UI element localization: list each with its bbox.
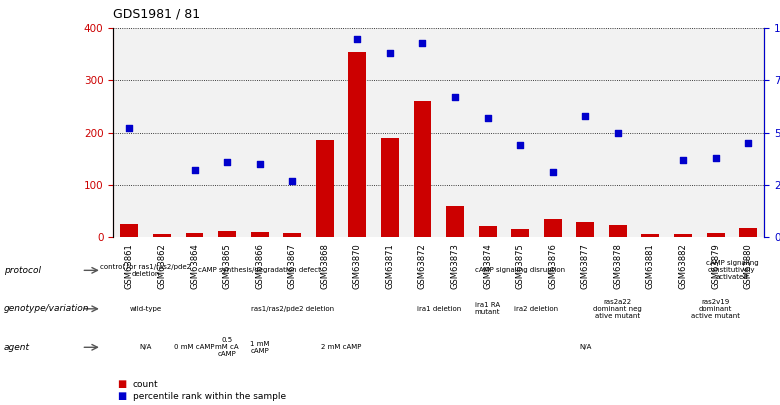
Text: ■: ■ (117, 391, 126, 401)
Text: ira1 RA
mutant: ira1 RA mutant (475, 302, 500, 315)
Bar (641, 234, 659, 237)
Point (514, 142, 526, 148)
Text: count: count (133, 380, 158, 389)
Text: 2 mM cAMP: 2 mM cAMP (321, 344, 361, 350)
Bar (316, 141, 334, 237)
Text: ras2v19
dominant
active mutant: ras2v19 dominant active mutant (691, 299, 740, 319)
Point (351, 36, 363, 42)
Point (417, 40, 429, 46)
Bar (674, 234, 692, 237)
Text: ras1/ras2/pde2 deletion: ras1/ras2/pde2 deletion (250, 306, 334, 312)
Bar (739, 228, 757, 237)
Text: 1 mM
cAMP: 1 mM cAMP (250, 341, 269, 354)
Bar (283, 233, 301, 237)
Bar (576, 222, 594, 237)
Bar (153, 234, 171, 237)
Bar (479, 226, 497, 237)
Point (612, 130, 624, 136)
Text: N/A: N/A (140, 344, 152, 350)
Point (742, 140, 754, 146)
Bar (609, 226, 627, 237)
Text: 0.5
mM cA
cAMP: 0.5 mM cA cAMP (215, 337, 239, 357)
Point (547, 169, 559, 175)
Point (254, 161, 266, 167)
Bar (511, 229, 529, 237)
Text: control for ras1/ras2/pde2
deletion: control for ras1/ras2/pde2 deletion (100, 264, 191, 277)
Point (709, 154, 722, 161)
Bar (218, 231, 236, 237)
Point (221, 159, 233, 165)
Point (677, 156, 690, 163)
Point (384, 50, 396, 57)
Point (579, 113, 591, 119)
Point (448, 94, 461, 100)
Bar (413, 101, 431, 237)
Bar (544, 219, 562, 237)
Text: ras2a22
dominant neg
ative mutant: ras2a22 dominant neg ative mutant (594, 299, 642, 319)
Bar (186, 233, 204, 237)
Text: cAMP signaling
constitutively
activated: cAMP signaling constitutively activated (706, 260, 758, 280)
Point (123, 125, 136, 132)
Text: genotype/variation: genotype/variation (4, 304, 90, 313)
Text: ■: ■ (117, 379, 126, 389)
Point (286, 177, 299, 184)
Bar (707, 233, 725, 237)
Text: protocol: protocol (4, 266, 41, 275)
Bar (381, 138, 399, 237)
Text: wild-type: wild-type (129, 306, 161, 312)
Text: cAMP signaling disruption: cAMP signaling disruption (475, 267, 566, 273)
Text: agent: agent (4, 343, 30, 352)
Bar (250, 232, 268, 237)
Text: 0 mM cAMP: 0 mM cAMP (174, 344, 214, 350)
Point (481, 115, 494, 121)
Bar (349, 52, 367, 237)
Text: ira2 deletion: ira2 deletion (514, 306, 558, 312)
Text: N/A: N/A (579, 344, 591, 350)
Text: percentile rank within the sample: percentile rank within the sample (133, 392, 285, 401)
Bar (446, 206, 464, 237)
Text: GDS1981 / 81: GDS1981 / 81 (113, 7, 200, 20)
Point (188, 167, 200, 173)
Bar (120, 224, 138, 237)
Text: cAMP synthesis/degradation defect: cAMP synthesis/degradation defect (198, 267, 321, 273)
Text: ira1 deletion: ira1 deletion (417, 306, 461, 312)
